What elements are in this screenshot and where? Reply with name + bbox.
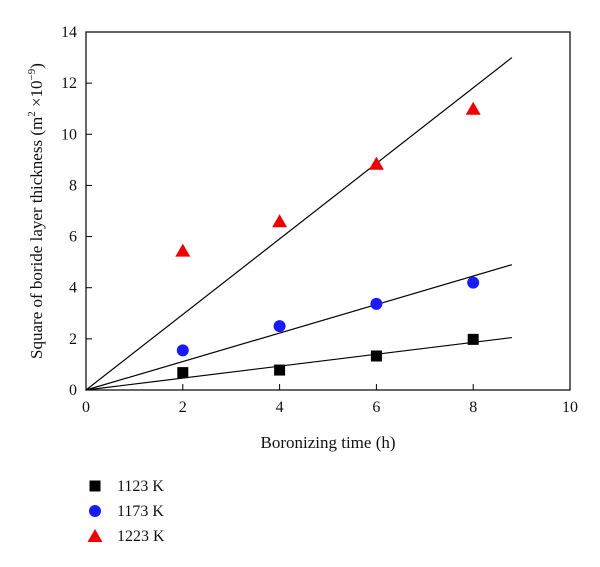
- x-tick-label: 8: [469, 399, 477, 416]
- legend-marker: [87, 529, 103, 542]
- legend-label: 1173 K: [117, 503, 164, 520]
- data-point: [370, 350, 382, 362]
- legend-label: 1123 K: [117, 478, 164, 495]
- x-axis-label: Boronizing time (h): [260, 433, 395, 452]
- data-point: [273, 320, 286, 333]
- y-axis-label-sup1: 2: [26, 111, 38, 117]
- y-tick-label: 2: [69, 331, 77, 348]
- y-tick-label: 10: [61, 126, 77, 143]
- legend-label: 1223 K: [117, 528, 165, 545]
- data-point: [467, 333, 479, 345]
- data-point: [274, 364, 286, 376]
- y-tick-label: 14: [61, 24, 77, 41]
- axis-ticks: 0 2 4 6 8 10 0 2 4 6 8 10 12 14: [61, 24, 578, 416]
- data-point: [370, 297, 383, 310]
- y-tick-label: 8: [69, 177, 77, 194]
- fit-line: [85, 264, 513, 391]
- fit-lines: [85, 57, 513, 391]
- legend-marker: [89, 480, 101, 492]
- y-axis-label-end: ): [27, 63, 46, 69]
- data-points: [175, 101, 481, 379]
- y-tick-label: 4: [69, 280, 77, 297]
- x-tick-label: 10: [562, 399, 578, 416]
- data-point: [467, 276, 480, 289]
- x-tick-label: 4: [276, 399, 284, 416]
- y-tick-label: 12: [61, 75, 77, 92]
- y-axis-label-sup2: −9: [26, 68, 38, 80]
- x-tick-label: 6: [372, 399, 380, 416]
- fit-line: [85, 336, 512, 391]
- plot-frame: [85, 31, 571, 391]
- data-point: [176, 344, 189, 357]
- data-point: [465, 101, 481, 115]
- data-point: [175, 243, 191, 257]
- legend-marker: [89, 505, 101, 517]
- data-point: [368, 156, 384, 170]
- y-tick-label: 0: [69, 382, 77, 399]
- x-tick-label: 0: [82, 399, 90, 416]
- fit-line: [85, 57, 513, 391]
- legend: 1123 K 1173 K 1223 K: [87, 478, 165, 545]
- x-tick-label: 2: [179, 399, 187, 416]
- y-axis-label-mid: ×10: [27, 80, 46, 111]
- data-point: [177, 367, 189, 379]
- data-point: [272, 214, 288, 228]
- y-tick-label: 6: [69, 229, 77, 246]
- y-axis-label: Square of boride layer thickness (m2 ×10…: [26, 63, 46, 359]
- y-axis-label-main: Square of boride layer thickness (m: [27, 117, 46, 359]
